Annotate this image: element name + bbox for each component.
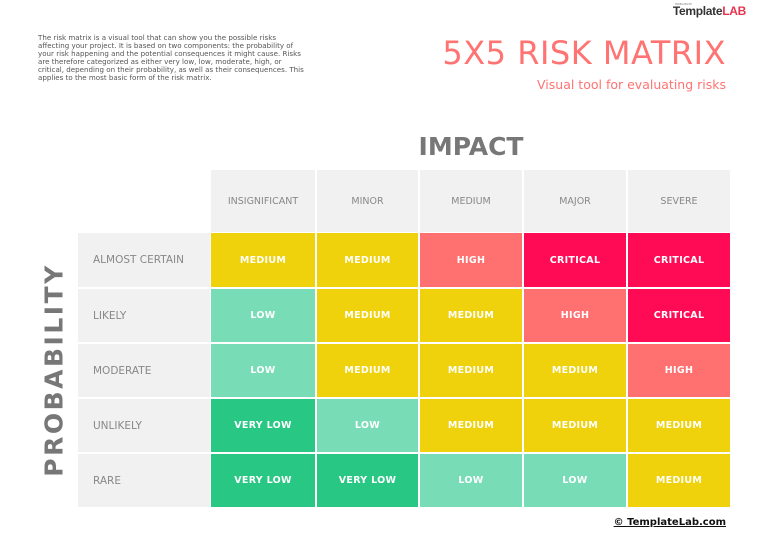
probability-row-label: UNLIKELY	[78, 399, 210, 452]
risk-cell: LOW	[211, 344, 315, 397]
probability-row-label: ALMOST CERTAIN	[78, 233, 210, 287]
risk-cell: MEDIUM	[317, 344, 418, 397]
probability-row-label: MODERATE	[78, 344, 210, 397]
risk-cell: CRITICAL	[524, 233, 626, 287]
risk-cell: MEDIUM	[420, 399, 522, 452]
probability-row-label: LIKELY	[78, 289, 210, 342]
footer-credit-link[interactable]: © TemplateLab.com	[613, 517, 726, 528]
impact-header-major: MAJOR	[524, 170, 626, 232]
probability-axis-label: PROBABILITY	[39, 262, 69, 477]
logo-prefix: TEMPLATE BY	[674, 2, 692, 6]
impact-header-minor: MINOR	[317, 170, 418, 232]
impact-axis-label: IMPACT	[418, 132, 524, 161]
logo-part-lab: LAB	[722, 4, 746, 18]
impact-header-insignificant: INSIGNIFICANT	[211, 170, 315, 232]
risk-cell: MEDIUM	[420, 289, 522, 342]
risk-cell: HIGH	[420, 233, 522, 287]
impact-header-medium: MEDIUM	[420, 170, 522, 232]
risk-cell: CRITICAL	[628, 289, 730, 342]
risk-cell: MEDIUM	[317, 233, 418, 287]
risk-cell: LOW	[420, 454, 522, 507]
risk-cell: HIGH	[628, 344, 730, 397]
risk-cell: MEDIUM	[524, 344, 626, 397]
page-title: 5X5 RISK MATRIX	[442, 34, 726, 72]
risk-cell: LOW	[524, 454, 626, 507]
risk-cell: HIGH	[524, 289, 626, 342]
risk-cell: MEDIUM	[317, 289, 418, 342]
probability-row-label: RARE	[78, 454, 210, 507]
intro-paragraph: The risk matrix is a visual tool that ca…	[38, 34, 304, 83]
risk-cell: MEDIUM	[524, 399, 626, 452]
impact-header-severe: SEVERE	[628, 170, 730, 232]
logo-part-template: Template	[672, 4, 723, 18]
risk-cell: LOW	[317, 399, 418, 452]
templatelab-logo[interactable]: TEMPLATE BY TemplateLAB	[672, 2, 746, 18]
risk-cell: MEDIUM	[211, 233, 315, 287]
risk-cell: VERY LOW	[317, 454, 418, 507]
page-subtitle: Visual tool for evaluating risks	[537, 77, 726, 92]
risk-cell: VERY LOW	[211, 399, 315, 452]
probability-axis-label-wrap: PROBABILITY	[34, 263, 74, 476]
risk-cell: VERY LOW	[211, 454, 315, 507]
risk-cell: MEDIUM	[628, 399, 730, 452]
risk-cell: LOW	[211, 289, 315, 342]
risk-cell: CRITICAL	[628, 233, 730, 287]
risk-cell: MEDIUM	[420, 344, 522, 397]
risk-cell: MEDIUM	[628, 454, 730, 507]
